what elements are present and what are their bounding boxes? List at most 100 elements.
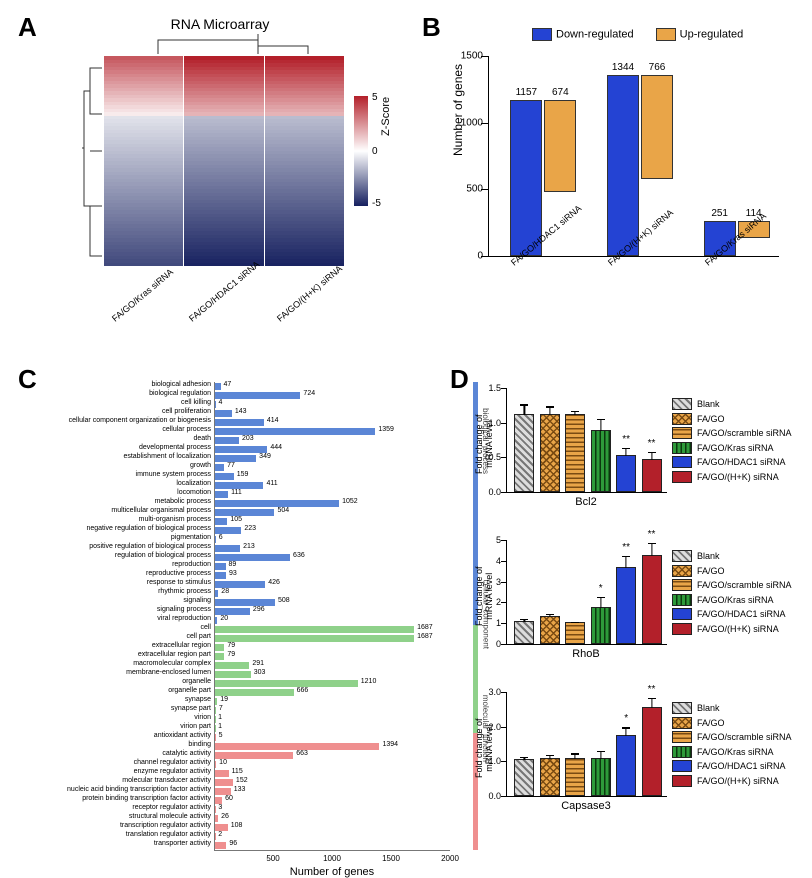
- go-term-label: translation regulator activity: [126, 831, 211, 838]
- go-term-label: structural molecule activity: [129, 813, 211, 820]
- go-term-bar: [215, 473, 234, 480]
- d-legend: BlankFA/GOFA/GO/scramble siRNAFA/GO/Kras…: [672, 702, 792, 789]
- zscore-tick: 0: [372, 146, 378, 157]
- go-term-bar: [215, 554, 290, 561]
- panel-label-a: A: [18, 12, 37, 43]
- chart-b-plot: Number of genes 0500100015001157674FA/GO…: [488, 56, 779, 257]
- bar-up: 766: [641, 75, 673, 179]
- d-bar: [565, 622, 585, 644]
- panel-label-c: C: [18, 364, 37, 395]
- go-term-bar: [215, 581, 265, 588]
- heatmap-x-label: FA/GO/(H+K) siRNA: [275, 263, 395, 385]
- d-bar: *: [616, 735, 636, 796]
- panel-label-b: B: [422, 12, 441, 43]
- go-term-bar: [215, 770, 229, 777]
- go-term-label: growth: [190, 462, 211, 469]
- d-bar: [540, 414, 560, 492]
- bar-down: 1157: [510, 100, 542, 256]
- d-legend-label: FA/GO/HDAC1 siRNA: [697, 457, 786, 467]
- d-legend-label: FA/GO/HDAC1 siRNA: [697, 609, 786, 619]
- go-term-bar: [215, 626, 414, 633]
- go-term-label: reproductive process: [146, 570, 211, 577]
- heatmap-x-labels: FA/GO/Kras siRNAFA/GO/HDAC1 siRNAFA/GO/(…: [104, 268, 344, 358]
- d-legend-label: FA/GO/Kras siRNA: [697, 443, 774, 453]
- go-term-label: multicellular organismal process: [111, 507, 211, 514]
- go-term-label: death: [193, 435, 211, 442]
- d-chart-title: RhoB: [506, 648, 666, 660]
- go-term-label: pigmentation: [171, 534, 211, 541]
- go-term-label: cell part: [186, 633, 211, 640]
- go-term-label: macromolecular complex: [133, 660, 211, 667]
- d-bar: [540, 616, 560, 644]
- d-chart-title: Bcl2: [506, 496, 666, 508]
- go-term-bar: [215, 824, 228, 831]
- go-term-bar: [215, 392, 300, 399]
- go-term-bar: [215, 779, 233, 786]
- go-term-label: establishment of localization: [123, 453, 211, 460]
- go-term-bar: [215, 482, 263, 489]
- go-term-bar: [215, 536, 216, 543]
- go-term-bar: [215, 680, 358, 687]
- go-term-bar: [215, 509, 274, 516]
- go-term-bar: [215, 761, 216, 768]
- go-term-label: negative regulation of biological proces…: [86, 525, 211, 532]
- go-term-label: immune system process: [136, 471, 211, 478]
- go-term-bar: [215, 788, 231, 795]
- go-term-bar: [215, 653, 224, 660]
- go-term-label: organelle: [182, 678, 211, 685]
- go-term-label: response to stimulus: [147, 579, 211, 586]
- go-term-label: nucleic acid binding transcription facto…: [67, 786, 211, 793]
- go-term-label: membrane-enclosed lumen: [126, 669, 211, 676]
- go-term-bar: [215, 599, 275, 606]
- go-term-label: metabolic process: [155, 498, 211, 505]
- go-term-label: localization: [176, 480, 211, 487]
- d-bar: [514, 414, 534, 492]
- go-term-label: molecular transducer activity: [122, 777, 211, 784]
- go-term-label: virion part: [180, 723, 211, 730]
- d-legend-label: FA/GO/scramble siRNA: [697, 732, 792, 742]
- heatmap-grid: [104, 56, 344, 266]
- legend-b: Down-regulated Up-regulated: [532, 28, 743, 41]
- go-term-bar: [215, 464, 224, 471]
- go-term-label: multi-organism process: [139, 516, 211, 523]
- go-term-label: catalytic activity: [162, 750, 211, 757]
- go-term-label: extracellular region: [152, 642, 211, 649]
- d-bar: *: [591, 607, 611, 644]
- go-term-bar: [215, 797, 222, 804]
- go-term-bar: [215, 635, 414, 642]
- d-legend-label: FA/GO/HDAC1 siRNA: [697, 761, 786, 771]
- d-bar: [514, 621, 534, 644]
- d-bar: [591, 758, 611, 796]
- go-term-bar: [215, 752, 293, 759]
- go-term-label: receptor regulator activity: [132, 804, 211, 811]
- go-term-label: extracellular region part: [138, 651, 211, 658]
- go-term-label: enzyme regulator activity: [134, 768, 211, 775]
- zscore-tick: 5: [372, 92, 378, 103]
- d-chart-title: Capsase3: [506, 800, 666, 812]
- go-term-bar: [215, 743, 379, 750]
- d-bar: **: [616, 567, 636, 644]
- go-term-bar: [215, 545, 240, 552]
- go-term-label: cellular component organization or bioge…: [69, 417, 211, 424]
- d-legend-label: FA/GO: [697, 718, 725, 728]
- d-legend: BlankFA/GOFA/GO/scramble siRNAFA/GO/Kras…: [672, 398, 792, 485]
- panel-c-go-bars: biological adhesion47biological regulati…: [46, 382, 466, 842]
- d-bar: [540, 758, 560, 796]
- panel-a-heatmap: RNA Microarray FA/GO/Kras siRNAFA/GO/HDA…: [50, 20, 390, 330]
- go-term-label: rhythmic process: [158, 588, 211, 595]
- d-legend-label: FA/GO/scramble siRNA: [697, 428, 792, 438]
- go-term-bar: [215, 671, 251, 678]
- zscore-scale: 5 0 -5 Z-Score: [354, 96, 368, 206]
- go-term-label: regulation of biological process: [115, 552, 211, 559]
- go-term-bar: [215, 455, 256, 462]
- figure: A B C D RNA Microarray FA/GO/Kras siRNAF…: [12, 12, 800, 856]
- heatmap-title: RNA Microarray: [50, 16, 390, 32]
- go-term-bar: [215, 383, 221, 390]
- d-ylabel: Fold change ofmRNA level: [474, 566, 494, 626]
- go-term-bar: [215, 689, 294, 696]
- chart-b-ylabel: Number of genes: [451, 64, 465, 156]
- dendrogram-left: [82, 56, 102, 266]
- go-term-bar: [215, 446, 267, 453]
- go-term-bar: [215, 518, 227, 525]
- go-term-label: biological adhesion: [151, 381, 211, 388]
